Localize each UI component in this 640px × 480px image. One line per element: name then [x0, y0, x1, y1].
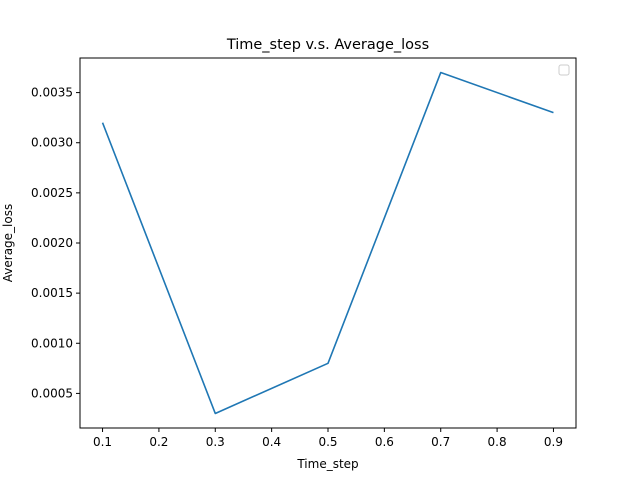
x-tick-label: 0.6	[375, 435, 394, 449]
x-tick-label: 0.9	[544, 435, 563, 449]
legend-box	[558, 64, 570, 76]
y-tick-label: 0.0035	[31, 86, 73, 100]
x-tick-label: 0.1	[93, 435, 112, 449]
x-tick-label: 0.2	[149, 435, 168, 449]
y-tick-label: 0.0030	[31, 136, 73, 150]
y-axis-ticks: 0.0005 0.0010 0.0015 0.0020 0.0025 0.0030 0.00…	[31, 86, 80, 400]
series-line	[101, 71, 554, 415]
y-tick-label: 0.0015	[31, 286, 73, 300]
series-layer	[101, 71, 554, 415]
y-tick-label: 0.0025	[31, 186, 73, 200]
x-tick-label: 0.8	[488, 435, 507, 449]
x-tick-label: 0.5	[318, 435, 337, 449]
y-tick-label: 0.0020	[31, 236, 73, 250]
plot-frame	[79, 57, 577, 429]
x-tick-label: 0.7	[431, 435, 450, 449]
y-tick-label: 0.0010	[31, 336, 73, 350]
x-axis-label: Time_step	[296, 457, 358, 471]
x-tick-label: 0.3	[206, 435, 225, 449]
y-tick-label: 0.0005	[31, 386, 73, 400]
x-tick-label: 0.4	[262, 435, 281, 449]
y-axis-label: Average_loss	[1, 204, 15, 282]
x-axis-ticks: 0.1 0.2 0.3 0.4 0.5 0.6 0.7 0.8 0.9	[93, 428, 563, 449]
chart-title: Time_step v.s. Average_loss	[226, 37, 429, 53]
